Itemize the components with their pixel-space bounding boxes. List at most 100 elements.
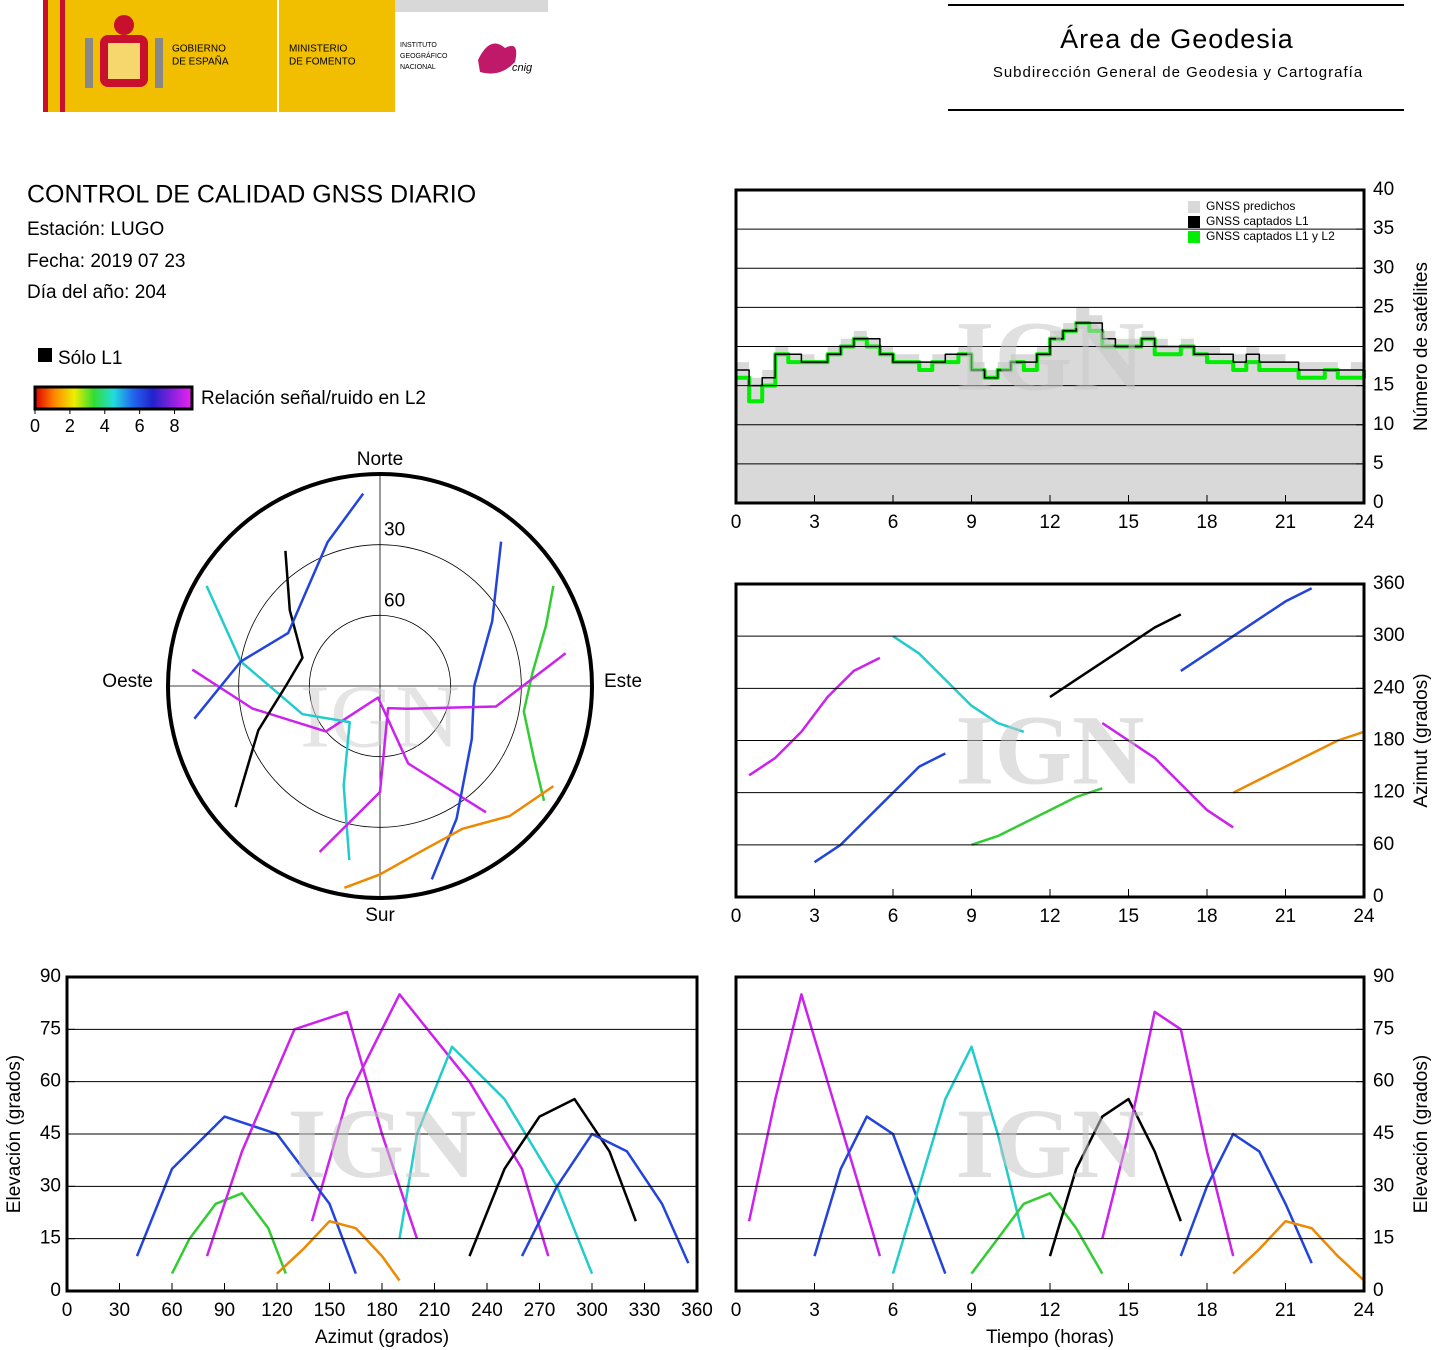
- colorbar-label: Relación señal/ruido en L2: [201, 388, 426, 409]
- x-tick-label: 24: [1353, 512, 1375, 533]
- gov-block: [65, 0, 277, 112]
- satellite-track: [310, 993, 550, 1257]
- series-line: [736, 322, 1365, 387]
- x-tick-label: 6: [888, 1300, 899, 1321]
- x-tick-label: 12: [1039, 512, 1060, 533]
- header: GOBIERNO DE ESPAÑA MINISTERIO DE FOMENTO…: [43, 0, 1404, 112]
- legend-label: Sólo L1: [58, 348, 122, 369]
- colorbar-tick-label: 4: [100, 416, 110, 436]
- satellite-track: [748, 656, 881, 777]
- satellite-track: [522, 585, 555, 802]
- area-subtitle: Subdirección General de Geodesia y Carto…: [993, 64, 1363, 81]
- x-tick-label: 12: [1039, 906, 1060, 927]
- legend-label: GNSS predichos: [1206, 199, 1295, 213]
- legend-label: GNSS captados L1: [1206, 214, 1309, 228]
- chart: 0 5 10 15 20 25 30 35 40 0 3 6 9 12 15 18 21 24 Número de …: [731, 179, 1432, 533]
- gov-name: DE ESPAÑA: [172, 55, 229, 68]
- legend-swatch: [38, 348, 52, 362]
- satellite-track: [430, 541, 503, 880]
- plot-frame: [734, 975, 1366, 1293]
- satellite-track: [1232, 1219, 1365, 1282]
- x-tick-label: 300: [576, 1300, 608, 1321]
- x-tick-label: 210: [419, 1300, 451, 1321]
- y-axis-label: Elevación (grados): [1411, 1055, 1432, 1213]
- y-tick-label: 25: [1373, 296, 1394, 317]
- x-axis-label: Azimut (grados): [315, 1327, 449, 1348]
- direction-label: Este: [604, 671, 642, 692]
- plot-area: [135, 993, 690, 1282]
- watermark: IGN: [956, 300, 1145, 411]
- x-tick-label: 15: [1118, 906, 1139, 927]
- x-tick-label: 6: [888, 906, 899, 927]
- satellite-track: [1101, 722, 1234, 829]
- x-tick-label: 9: [966, 512, 977, 533]
- watermark: IGN: [956, 1088, 1145, 1199]
- colorbar-tick-label: 0: [30, 416, 40, 436]
- report-info: CONTROL DE CALIDAD GNSS DIARIO Estación:…: [27, 181, 476, 303]
- elevation-tick-label: 60: [384, 590, 405, 611]
- y-tick-label: 60: [1373, 834, 1394, 855]
- colorbar: [33, 385, 194, 411]
- y-tick-label: 360: [1373, 573, 1405, 594]
- x-tick-label: 3: [809, 1300, 820, 1321]
- y-tick-label: 0: [50, 1280, 61, 1301]
- legend-label: GNSS captados L1 y L2: [1206, 229, 1335, 243]
- satellite-track: [193, 492, 365, 720]
- satellite-track: [205, 1010, 419, 1257]
- x-tick-label: 0: [731, 906, 742, 927]
- x-axis-label: Tiempo (horas): [986, 1327, 1114, 1348]
- y-tick-label: 15: [1373, 1228, 1394, 1249]
- watermark: IGN: [956, 694, 1145, 805]
- x-tick-label: 24: [1353, 1300, 1375, 1321]
- y-tick-label: 15: [1373, 375, 1394, 396]
- legend-swatch: [1188, 201, 1200, 213]
- x-tick-label: 6: [888, 512, 899, 533]
- satellite-track: [191, 668, 487, 814]
- satellite-track: [205, 585, 351, 861]
- x-tick-label: 150: [314, 1300, 346, 1321]
- y-tick-label: 35: [1373, 218, 1394, 239]
- x-tick-label: 21: [1275, 512, 1296, 533]
- x-tick-label: 330: [629, 1300, 661, 1321]
- satellite-track: [813, 1115, 947, 1275]
- y-tick-label: 30: [1373, 1175, 1394, 1196]
- satellite-track: [1232, 730, 1365, 794]
- satellite-track: [1049, 613, 1182, 699]
- x-tick-label: 24: [1353, 906, 1375, 927]
- direction-label: Norte: [357, 449, 403, 470]
- satellite-track: [318, 652, 567, 853]
- satellite-track: [135, 1115, 357, 1275]
- x-tick-label: 21: [1275, 906, 1296, 927]
- y-tick-label: 20: [1373, 336, 1394, 357]
- elevation-tick-label: 30: [384, 520, 405, 541]
- colorbar-tick-label: 2: [65, 416, 75, 436]
- x-tick-label: 18: [1196, 512, 1217, 533]
- y-tick-label: 15: [40, 1228, 61, 1249]
- chart: 0 15 30 45 60 75 90 0 3 6 9 12 15 18 21 24 Tiempo (horas…: [731, 966, 1432, 1348]
- y-tick-label: 240: [1373, 677, 1405, 698]
- x-tick-label: 15: [1118, 1300, 1139, 1321]
- satellite-track: [1179, 1132, 1313, 1264]
- y-tick-label: 0: [1373, 1280, 1384, 1301]
- satellite-track: [892, 635, 1025, 733]
- y-tick-label: 40: [1373, 179, 1394, 200]
- satellite-track: [343, 785, 555, 889]
- y-tick-label: 0: [1373, 492, 1384, 513]
- x-tick-label: 90: [214, 1300, 235, 1321]
- legend-swatch: [1188, 231, 1200, 243]
- y-tick-label: 75: [40, 1018, 61, 1039]
- satellite-track: [468, 1097, 637, 1257]
- station: Estación: LUGO: [27, 219, 164, 240]
- chart: 0 15 30 45 60 75 90 0 30 60 90 120 150 180 210 240 270 30…: [4, 966, 713, 1348]
- y-tick-label: 300: [1373, 625, 1405, 646]
- y-tick-label: 5: [1373, 453, 1384, 474]
- plot-frame: [734, 188, 1366, 505]
- y-tick-label: 90: [40, 966, 61, 987]
- y-axis-label: Número de satélites: [1411, 262, 1432, 431]
- x-tick-label: 0: [62, 1300, 73, 1321]
- plot-area: [748, 587, 1365, 864]
- ministry-name: DE FOMENTO: [289, 57, 356, 68]
- satellite-track: [891, 1045, 1026, 1274]
